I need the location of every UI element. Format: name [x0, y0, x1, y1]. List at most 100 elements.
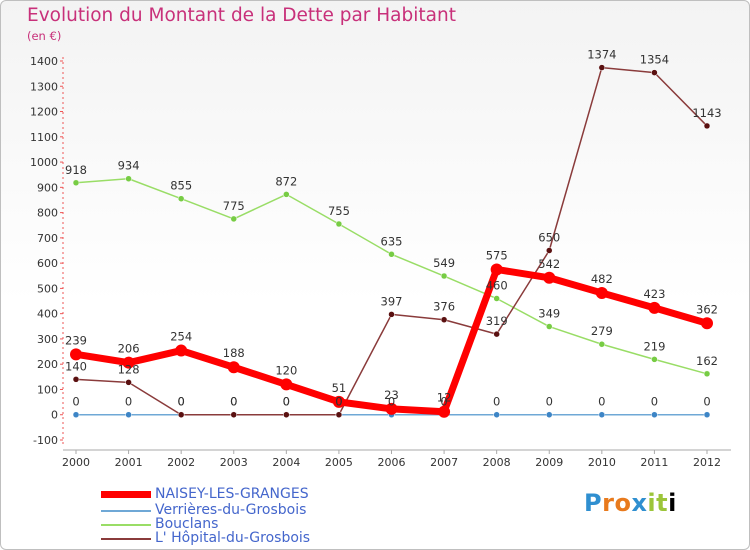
data-point-3: [703, 122, 711, 130]
data-point-2: [388, 251, 395, 258]
data-label-2: 755: [328, 204, 350, 218]
data-point-0: [227, 361, 240, 374]
data-point-1: [703, 411, 711, 418]
data-label-2: 855: [170, 179, 192, 193]
data-label-0: 423: [643, 287, 665, 301]
data-point-2: [335, 220, 343, 228]
data-label-2: 460: [486, 279, 508, 293]
data-point-3: [177, 411, 185, 418]
data-point-2: [72, 179, 80, 187]
data-label-3: 397: [381, 294, 403, 308]
data-label-3: 140: [65, 359, 87, 373]
y-tick-label: 500: [37, 282, 58, 295]
data-label-1: 0: [283, 395, 290, 409]
legend-swatch-verrieres: [101, 510, 151, 512]
data-label-0: 239: [65, 333, 87, 347]
data-label-2: 349: [538, 307, 560, 321]
x-tick-label: 2002: [167, 456, 195, 469]
data-label-3: 0: [230, 395, 237, 409]
data-label-2: 279: [591, 324, 613, 338]
data-label-1: 0: [598, 395, 605, 409]
x-tick-label: 2010: [588, 456, 616, 469]
data-label-2: 934: [118, 159, 140, 173]
data-point-3: [388, 311, 395, 318]
data-point-0: [175, 344, 188, 357]
data-label-1: 0: [178, 395, 185, 409]
data-point-3: [598, 64, 606, 71]
data-point-3: [335, 411, 343, 418]
data-point-1: [72, 411, 80, 418]
y-tick-label: 900: [37, 181, 58, 194]
data-point-3: [493, 330, 500, 338]
data-point-0: [332, 395, 345, 408]
data-label-1: 0: [703, 395, 710, 409]
data-point-0: [595, 286, 608, 299]
data-point-2: [493, 295, 500, 302]
data-point-3: [283, 411, 290, 418]
y-tick-label: 700: [37, 232, 58, 245]
data-point-0: [490, 263, 503, 276]
data-point-2: [651, 356, 658, 363]
x-tick-label: 2012: [693, 456, 721, 469]
proxiti-logo: Proxiti: [584, 489, 677, 517]
data-label-3: 128: [118, 362, 140, 376]
data-label-0: 23: [384, 388, 399, 402]
data-point-0: [543, 271, 556, 284]
x-tick-label: 2001: [115, 456, 143, 469]
data-label-1: 0: [651, 395, 658, 409]
data-point-3: [546, 247, 553, 254]
data-label-3: 1143: [692, 106, 721, 120]
legend-label-naisey: NAISEY-LES-GRANGES: [155, 486, 309, 502]
data-point-0: [280, 378, 293, 391]
y-tick-label: 600: [37, 257, 58, 270]
data-point-1: [651, 411, 658, 418]
x-tick-label: 2006: [378, 456, 406, 469]
data-label-1: 0: [72, 395, 79, 409]
data-point-2: [546, 323, 553, 330]
y-tick-label: 100: [37, 383, 58, 396]
data-label-3: 650: [538, 231, 560, 245]
data-point-2: [703, 370, 711, 378]
data-point-2: [440, 272, 448, 280]
data-label-3: 0: [335, 395, 342, 409]
data-point-0: [648, 301, 661, 314]
x-tick-label: 2004: [272, 456, 300, 469]
data-label-2: 635: [381, 234, 403, 248]
y-tick-label: 200: [37, 358, 58, 371]
data-label-0: 575: [486, 248, 508, 262]
data-label-1: 0: [493, 395, 500, 409]
data-point-2: [230, 215, 237, 223]
data-label-1: 0: [230, 395, 237, 409]
y-tick-label: 1300: [30, 80, 58, 93]
data-label-3: 319: [486, 314, 508, 328]
data-point-3: [72, 376, 80, 383]
data-point-1: [598, 411, 606, 418]
y-tick-label: 1400: [30, 55, 58, 68]
data-point-1: [493, 411, 500, 418]
data-label-3: 0: [283, 395, 290, 409]
data-label-2: 219: [643, 339, 665, 353]
data-label-2: 918: [65, 163, 87, 177]
data-point-1: [546, 411, 553, 418]
legend-label-bouclans: Bouclans: [155, 516, 219, 532]
legend-label-hopital: L' Hôpital-du-Grosbois: [155, 530, 311, 546]
x-tick-label: 2003: [220, 456, 248, 469]
x-tick-label: 2011: [640, 456, 668, 469]
data-label-1: 0: [125, 395, 132, 409]
y-tick-label: 1100: [30, 131, 58, 144]
x-tick-label: 2008: [483, 456, 511, 469]
y-tick-label: 800: [37, 207, 58, 220]
x-tick-label: 2009: [535, 456, 563, 469]
data-label-0: 254: [170, 330, 192, 344]
chart-unit: (en €): [27, 29, 62, 43]
data-point-3: [440, 316, 448, 323]
data-label-0: 188: [223, 346, 245, 360]
legend-swatch-bouclans: [101, 524, 151, 526]
x-tick-label: 2007: [430, 456, 458, 469]
data-point-3: [230, 411, 237, 418]
data-label-2: 872: [275, 174, 297, 188]
data-label-0: 12: [437, 391, 452, 405]
data-label-0: 206: [118, 342, 140, 356]
data-point-2: [125, 175, 132, 182]
